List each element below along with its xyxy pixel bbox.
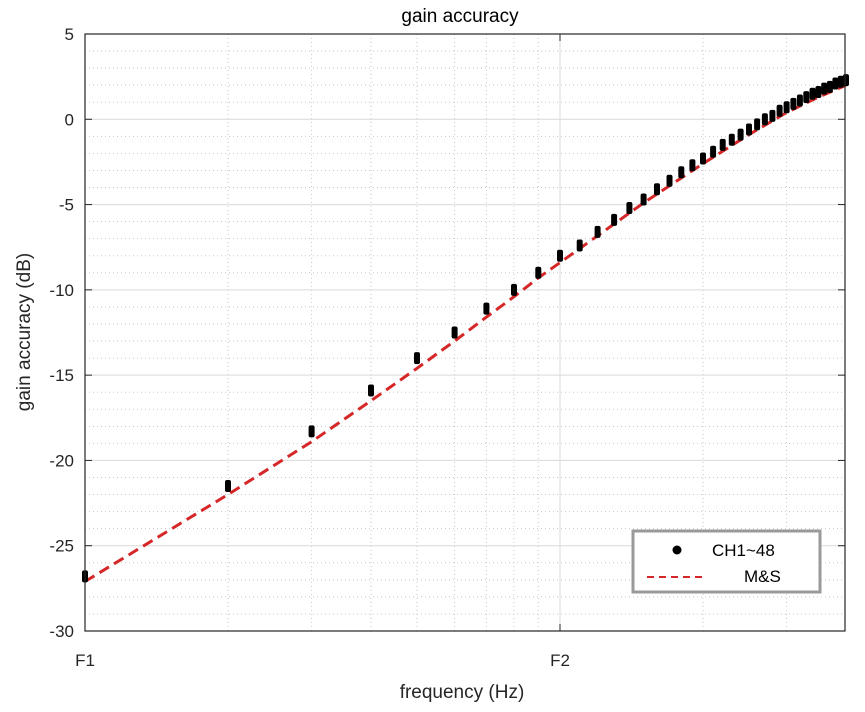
ch1-48-data-point: [821, 82, 828, 95]
series-layer: [82, 74, 849, 583]
x-tick-label: F1: [75, 651, 95, 670]
plot-frame: [84, 33, 846, 632]
ch1-48-data-point: [769, 109, 776, 122]
tick-marks: [84, 33, 845, 632]
y-tick-label: 5: [65, 25, 74, 44]
ch1-48-data-point: [826, 80, 833, 93]
ch1-48-data-point: [790, 97, 797, 110]
ch1-48-data-point: [689, 159, 696, 172]
ch1-48-data-point: [557, 249, 563, 262]
ch1-48-data-point: [611, 213, 618, 226]
ch1-48-data-point: [451, 326, 458, 339]
ch1-48-data-point: [414, 352, 420, 365]
ch1-48-data-point: [783, 101, 790, 114]
legend-label-ms: M&S: [744, 567, 781, 586]
y-tick-label: -20: [49, 451, 74, 470]
y-tick-label: -25: [49, 537, 74, 556]
ch1-48-data-point: [654, 183, 660, 196]
x-tick-label: F2: [550, 651, 570, 670]
y-tick-label: -15: [49, 366, 74, 385]
ch1-48-data-point: [511, 283, 517, 296]
legend-label-ch1-48: CH1~48: [712, 541, 775, 560]
ch1-48-data-point: [719, 138, 726, 151]
minor-grid: [85, 34, 845, 631]
ch1-48-data-point: [754, 118, 761, 131]
y-tick-label: -30: [49, 622, 74, 641]
ch1-48-data-point: [368, 384, 374, 397]
ch1-48-data-point: [225, 480, 231, 492]
y-tick-labels: 5 0 -5 -10 -15 -20 -25 -30: [49, 25, 74, 641]
ch1-48-data-point: [700, 152, 706, 165]
ch1-48-data-point: [776, 104, 783, 117]
ch1-48-data-point: [737, 128, 744, 141]
chart-title: gain accuracy: [401, 6, 519, 27]
ch1-48-data-point: [626, 202, 633, 214]
ch1-48-data-point: [678, 166, 685, 179]
ch1-48-data-point: [796, 94, 803, 107]
ch1-48-data-point: [576, 239, 583, 252]
y-tick-label: 0: [65, 110, 74, 129]
ch1-48-data-point: [843, 74, 849, 87]
ch1-48-data-point: [728, 133, 735, 146]
ch1-48-data-point: [640, 193, 647, 206]
legend-marker-ch1-48: [672, 545, 682, 555]
legend-box: [631, 529, 822, 594]
ch1-48-data-point: [746, 123, 752, 136]
ch1-48-data-point: [761, 113, 768, 126]
ch1-48-data-point: [809, 87, 816, 100]
y-tick-label: -5: [59, 196, 74, 215]
ch1-48-data-point: [666, 174, 673, 187]
ch1-48-data-point: [710, 145, 717, 158]
ch1-48-data-point: [594, 225, 601, 238]
y-tick-label: -10: [49, 281, 74, 300]
ch1-48-data-point: [308, 425, 315, 438]
legend: CH1~48 M&S: [631, 529, 822, 594]
x-tick-labels: F1 F2: [75, 651, 570, 670]
ch1-48-data-point: [815, 86, 822, 98]
ch1-48-data-point: [535, 266, 542, 279]
ch1-48-data-point: [803, 91, 810, 104]
y-axis-label: gain accuracy (dB): [14, 253, 35, 411]
ch1-48-data-point: [483, 302, 490, 315]
ch1-48-data-point: [837, 75, 844, 88]
x-axis-label: frequency (Hz): [400, 682, 525, 703]
ch1-48-data-point: [832, 77, 839, 90]
